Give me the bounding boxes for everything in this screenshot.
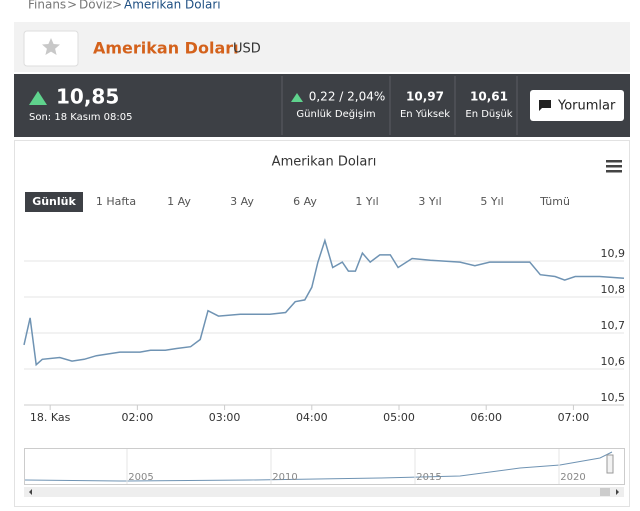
breadcrumb-separator: >: [67, 0, 77, 12]
currency-code: USD: [233, 42, 261, 57]
x-tick-label: 03:00: [209, 411, 241, 424]
star-icon: [42, 38, 60, 55]
breadcrumb-item: Amerikan Doları: [124, 0, 221, 12]
breadcrumb-separator: >: [112, 0, 122, 12]
comments-button-label: Yorumlar: [557, 99, 616, 114]
range-button[interactable]: 1 Ay: [167, 195, 191, 208]
breadcrumb-item[interactable]: Döviz: [79, 0, 112, 12]
header-bar: [14, 22, 630, 72]
navigator-year: 2015: [416, 472, 441, 483]
menu-bar: [606, 165, 622, 168]
price: 10,85: [56, 85, 119, 109]
navigator-year: 2010: [272, 472, 297, 483]
menu-bar: [606, 170, 622, 173]
up-arrow: [29, 91, 47, 105]
day-high-label: En Yüksek: [400, 109, 450, 120]
x-tick-label: 02:00: [122, 411, 154, 424]
range-button[interactable]: 6 Ay: [293, 195, 317, 208]
chart-card: [14, 140, 630, 507]
comments-button[interactable]: [530, 90, 624, 121]
day-high: 10,97: [406, 90, 444, 104]
range-button[interactable]: Günlük: [32, 195, 76, 208]
day-low-label: En Düşük: [465, 109, 512, 120]
x-tick-label: 07:00: [558, 411, 590, 424]
page-title: Amerikan Doları: [93, 39, 239, 58]
menu-button[interactable]: [606, 160, 622, 173]
menu-bar: [606, 160, 622, 163]
x-tick-label: 18. Kas: [30, 411, 71, 424]
stats-bar: [14, 74, 630, 137]
range-button[interactable]: 1 Hafta: [96, 195, 136, 208]
daily-change: 0,22 / 2,04%: [309, 90, 386, 104]
x-tick-label: 04:00: [296, 411, 328, 424]
comment-icon: [539, 100, 551, 111]
up-arrow: [291, 93, 303, 102]
range-button[interactable]: 3 Ay: [230, 195, 254, 208]
daily-change-label: Günlük Değişim: [296, 108, 375, 120]
x-tick-label: 06:00: [470, 411, 502, 424]
x-tick-label: 05:00: [383, 411, 415, 424]
navigator[interactable]: [24, 448, 625, 485]
y-tick-label: 10,8: [601, 283, 626, 296]
navigator-handle[interactable]: [606, 454, 614, 474]
day-low: 10,61: [470, 90, 508, 104]
range-button-active[interactable]: [25, 192, 83, 212]
last-update: Son: 18 Kasım 08:05: [29, 112, 133, 123]
range-button[interactable]: 1 Yıl: [355, 195, 378, 208]
navigator-year: 2005: [128, 472, 153, 483]
range-button[interactable]: 3 Yıl: [418, 195, 441, 208]
y-tick-label: 10,5: [601, 391, 626, 404]
navigator-line: [24, 451, 613, 482]
y-tick-label: 10,9: [601, 247, 626, 260]
chart-title: Amerikan Doları: [272, 155, 377, 170]
y-tick-label: 10,7: [601, 319, 626, 332]
price-line: [23, 237, 625, 367]
scrollbar-thumb[interactable]: [600, 488, 610, 496]
y-tick-label: 10,6: [601, 355, 626, 368]
navigator-year: 2020: [560, 472, 585, 483]
breadcrumb-item[interactable]: Finans: [28, 0, 66, 12]
scrollbar[interactable]: [24, 487, 624, 497]
range-button[interactable]: Tümü: [539, 195, 570, 208]
range-button[interactable]: 5 Yıl: [480, 195, 503, 208]
